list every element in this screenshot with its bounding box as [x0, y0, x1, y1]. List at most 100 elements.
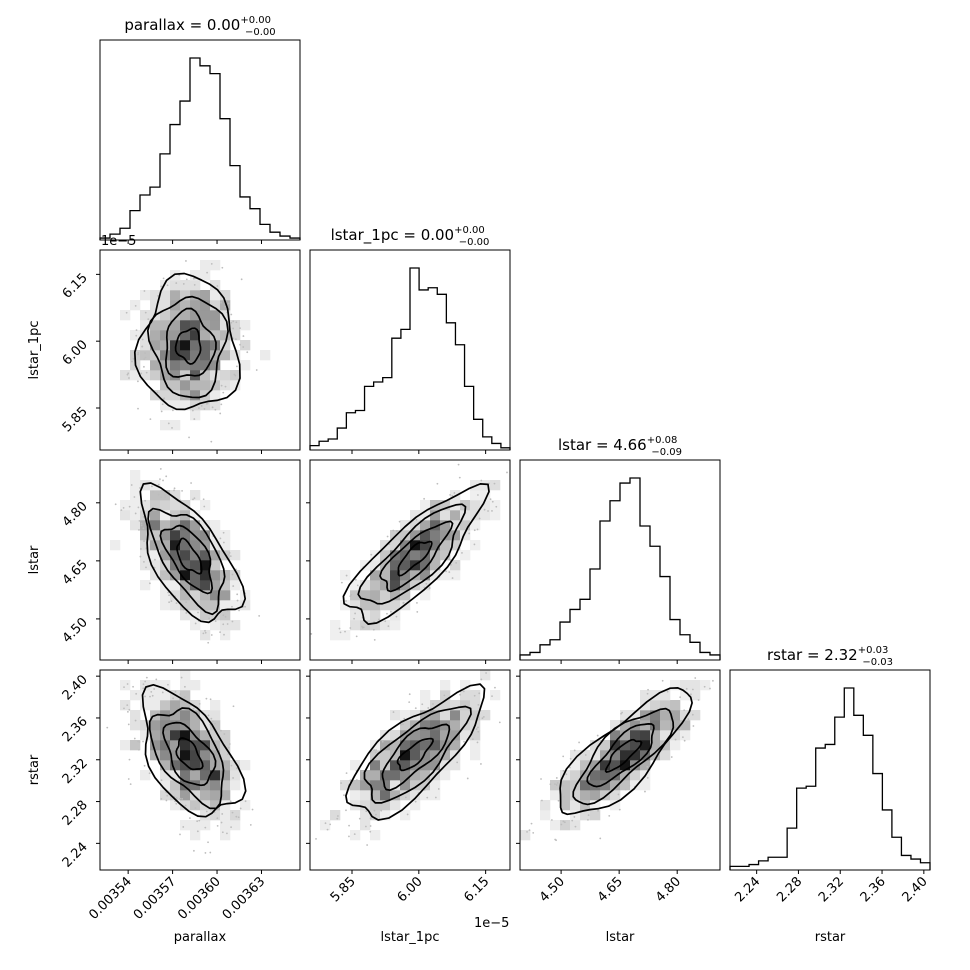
contour-level-3 — [559, 687, 693, 816]
sample-point — [226, 623, 229, 625]
density-cell — [210, 810, 221, 821]
sample-point — [239, 807, 242, 810]
density-cell — [180, 570, 191, 581]
sample-point — [369, 830, 372, 833]
density-cell — [440, 770, 451, 781]
density-cell — [610, 790, 621, 801]
sample-point — [402, 602, 405, 604]
sample-point — [587, 818, 589, 821]
density-cell — [460, 730, 471, 741]
panel-frame — [309, 669, 511, 871]
title-base: lstar = 4.66 — [558, 436, 647, 454]
density-cell — [210, 590, 221, 601]
density-cell — [200, 730, 211, 741]
density-cell — [180, 530, 191, 541]
density-cell — [420, 510, 431, 521]
sample-point — [182, 826, 185, 828]
sample-point — [396, 530, 398, 532]
density-cell — [160, 530, 171, 541]
sample-point — [185, 612, 188, 614]
density-cell — [490, 480, 501, 491]
density-cell — [210, 520, 221, 531]
sample-point — [216, 824, 219, 827]
density-cell — [430, 760, 441, 771]
density-cell — [160, 320, 171, 331]
density-cell — [210, 790, 221, 801]
density-cell — [170, 720, 181, 731]
density-cell — [150, 300, 161, 311]
sample-point — [461, 552, 463, 554]
density-cell — [420, 740, 431, 751]
sample-point — [194, 622, 197, 625]
sample-point — [161, 403, 164, 406]
density-cell — [220, 820, 231, 831]
density-cell — [200, 330, 211, 341]
density-cell — [170, 700, 181, 711]
sample-point — [183, 696, 186, 699]
density-cell — [540, 810, 551, 821]
sample-point — [415, 518, 418, 521]
density-cell — [230, 780, 241, 791]
sample-point — [532, 831, 535, 834]
density-cell — [160, 400, 171, 411]
sample-point — [408, 693, 411, 696]
density-cell — [340, 630, 351, 641]
density-cell — [410, 730, 421, 741]
density-cell — [360, 600, 371, 611]
title-plus: +0.00 — [454, 225, 485, 236]
sample-point — [526, 830, 528, 833]
sample-point — [242, 335, 245, 337]
sample-point — [127, 372, 130, 375]
sample-point — [161, 573, 164, 576]
sample-point — [386, 535, 389, 538]
density-cell — [600, 780, 611, 791]
density-cell — [480, 710, 491, 721]
density-cell — [480, 510, 491, 521]
sample-point — [226, 832, 228, 835]
density-cell — [160, 680, 171, 691]
sample-point — [222, 541, 225, 544]
sample-point — [530, 822, 533, 825]
ytick-label-rstar: 2.28 — [60, 798, 91, 829]
density-cell — [610, 760, 621, 771]
density-cell — [170, 530, 181, 541]
contour-level-1 — [586, 723, 655, 788]
density-cell — [210, 800, 221, 811]
sample-point — [179, 833, 181, 836]
density-cell — [400, 750, 411, 761]
density-cell — [180, 400, 191, 411]
sample-point — [143, 764, 146, 767]
density-cell — [210, 380, 221, 391]
sample-point — [495, 505, 498, 508]
density-cell — [200, 320, 211, 331]
density-cell — [590, 800, 601, 811]
sample-point — [196, 830, 199, 833]
sample-point — [366, 844, 369, 846]
density-cell — [580, 790, 591, 801]
sample-point — [234, 374, 237, 377]
sample-point — [143, 560, 145, 563]
sample-point — [478, 692, 481, 695]
density-cell — [160, 420, 171, 431]
sample-point — [691, 688, 694, 691]
density-cell — [580, 780, 591, 791]
density-cell — [330, 620, 341, 631]
density-cell — [180, 600, 191, 611]
density-cell — [620, 720, 631, 731]
sample-point — [569, 757, 572, 760]
sample-point — [578, 741, 580, 744]
density-cell — [370, 810, 381, 821]
density-cell — [230, 620, 241, 631]
sample-point — [153, 688, 156, 690]
sample-point — [478, 517, 481, 520]
density-cell — [160, 500, 171, 511]
contour-level-3 — [141, 683, 247, 818]
sample-point — [353, 617, 355, 620]
sample-point — [340, 782, 343, 784]
density-cell — [200, 750, 211, 761]
density-cell — [630, 780, 641, 791]
sample-point — [462, 690, 465, 693]
sample-point — [134, 304, 137, 307]
sample-point — [473, 543, 476, 546]
density-cell — [440, 530, 451, 541]
